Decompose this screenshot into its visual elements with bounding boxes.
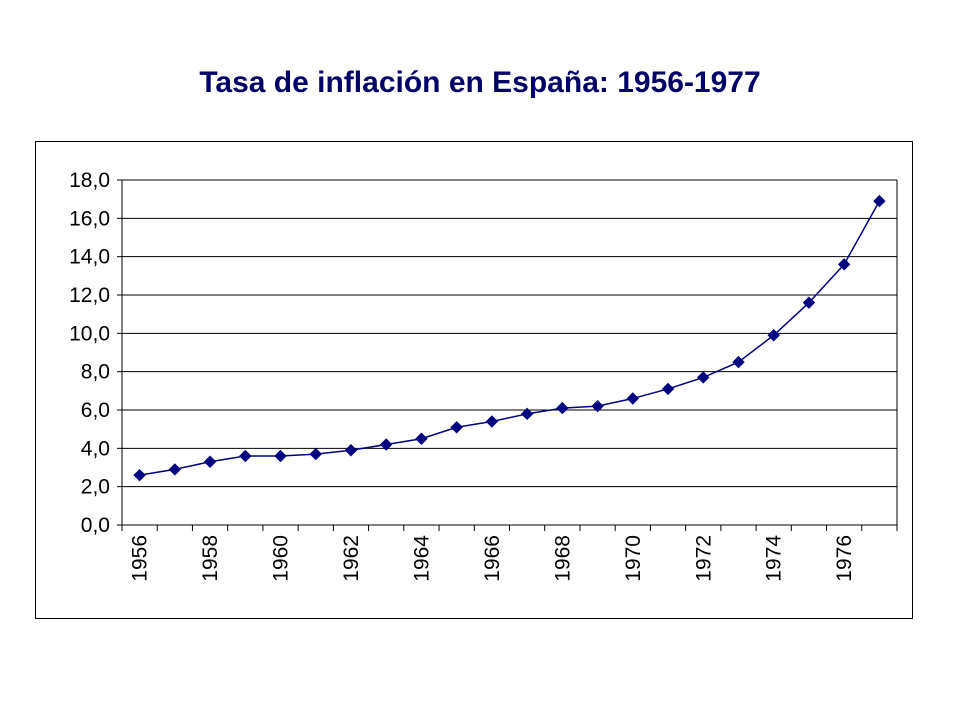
- y-tick-label: 18,0: [69, 169, 110, 192]
- x-tick-label: 1968: [551, 535, 574, 582]
- data-point: [415, 432, 428, 445]
- x-tick-label: 1974: [763, 535, 786, 582]
- x-tick-label: 1966: [481, 535, 504, 582]
- series-line: [139, 200, 881, 476]
- data-point: [802, 296, 816, 309]
- gridlines: [122, 179, 897, 488]
- data-point: [837, 258, 851, 271]
- x-tick-label: 1964: [410, 535, 433, 582]
- data-point: [309, 447, 322, 461]
- y-tick-label: 16,0: [69, 207, 110, 230]
- x-tick-label: 1960: [270, 535, 293, 582]
- data-point: [344, 444, 358, 457]
- x-tick-label: 1958: [199, 535, 222, 582]
- x-tick-label: 1970: [622, 535, 645, 582]
- data-point: [697, 371, 710, 384]
- data-point: [274, 449, 287, 463]
- data-point: [133, 468, 146, 482]
- x-axis-ticks: 1956 1958 1960 1962 1964 1966 1968 1970 1972 1974…: [121, 525, 898, 582]
- data-point: [168, 463, 182, 476]
- y-tick-label: 0,0: [81, 514, 110, 537]
- data-point: [732, 355, 745, 369]
- chart-title: Tasa de inflación en España: 1956-1977: [199, 66, 761, 99]
- data-point: [203, 455, 217, 468]
- x-tick-label: 1972: [692, 535, 715, 582]
- y-tick-label: 10,0: [69, 322, 110, 345]
- y-tick-label: 4,0: [81, 437, 110, 460]
- y-axis-ticks: 0,0 2,0 4,0 6,0 8,0 10,0 12,0 14,0 16,0 18,0: [69, 169, 122, 537]
- data-point: [873, 194, 886, 208]
- data-point: [239, 449, 252, 463]
- data-point: [626, 392, 640, 405]
- x-tick-label: 1956: [129, 535, 152, 582]
- data-point: [379, 438, 393, 451]
- chart-area: [35, 141, 913, 619]
- x-tick-label: 1976: [833, 535, 856, 582]
- data-point: [591, 399, 604, 413]
- y-tick-label: 6,0: [81, 399, 110, 422]
- y-tick-label: 8,0: [81, 361, 110, 384]
- data-point: [520, 407, 534, 421]
- axes: [121, 180, 898, 526]
- data-point: [450, 421, 463, 434]
- data-point: [661, 382, 675, 396]
- y-tick-label: 12,0: [69, 284, 110, 307]
- data-point: [767, 329, 780, 342]
- data-point: [556, 401, 569, 415]
- y-tick-label: 2,0: [81, 476, 110, 499]
- y-tick-label: 14,0: [69, 246, 110, 269]
- data-point: [485, 415, 499, 428]
- series-group: [133, 194, 886, 482]
- x-tick-label: 1962: [340, 535, 363, 582]
